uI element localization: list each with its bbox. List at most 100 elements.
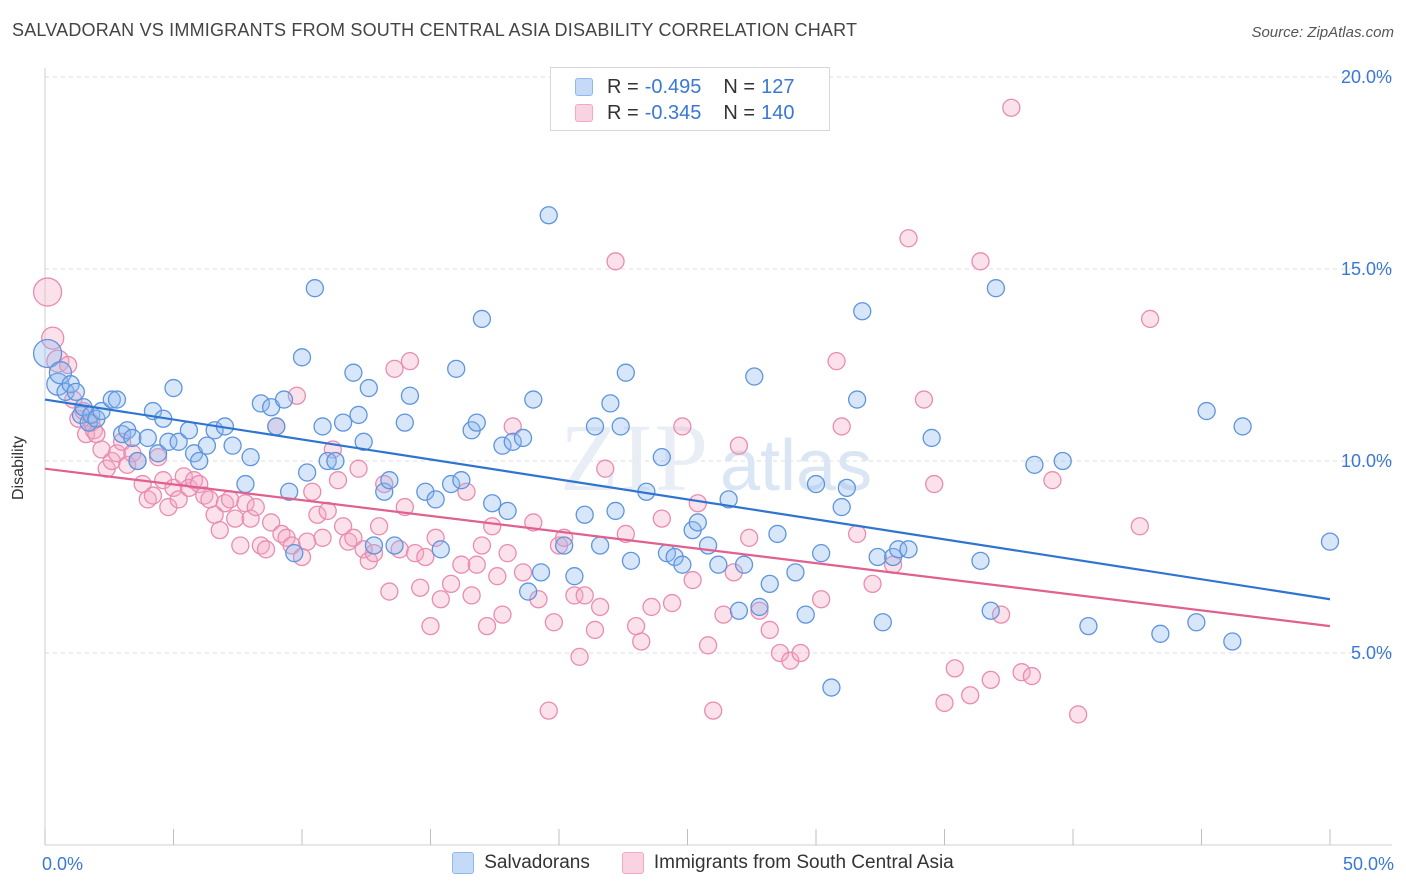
data-point xyxy=(431,540,450,559)
data-point xyxy=(734,555,754,574)
data-point xyxy=(220,490,240,509)
data-point xyxy=(822,678,841,697)
data-point xyxy=(745,367,764,386)
y-tick-label: 5.0% xyxy=(1351,643,1392,663)
data-point xyxy=(328,471,348,490)
data-point xyxy=(1187,613,1206,632)
data-point xyxy=(899,540,918,559)
legend-row-immigrants: R = -0.345 N = 140 xyxy=(575,101,794,125)
data-point xyxy=(863,574,882,594)
data-point xyxy=(102,390,121,409)
legend-item-immigrants[interactable]: Immigrants from South Central Asia xyxy=(621,852,954,874)
legend-swatch-pink xyxy=(621,852,644,874)
legend-swatch-blue xyxy=(452,852,475,874)
data-point xyxy=(935,693,954,713)
data-point xyxy=(467,555,486,574)
data-point xyxy=(1025,455,1044,474)
data-point xyxy=(472,536,492,555)
data-point xyxy=(241,448,260,467)
data-point xyxy=(961,686,980,705)
data-point xyxy=(169,432,188,451)
data-point xyxy=(179,421,199,440)
data-point xyxy=(513,428,533,448)
data-point xyxy=(791,643,810,663)
data-point xyxy=(1151,624,1170,643)
data-point xyxy=(148,444,168,463)
data-point xyxy=(1130,517,1149,536)
data-point xyxy=(493,605,512,624)
x-tick-label: 0.0% xyxy=(42,854,83,874)
data-point xyxy=(354,432,373,451)
data-point xyxy=(539,206,558,225)
data-point xyxy=(827,352,846,371)
data-point xyxy=(197,436,217,455)
data-point xyxy=(570,647,589,666)
y-axis-title: Disability xyxy=(10,435,27,500)
data-point xyxy=(704,701,723,720)
data-point xyxy=(683,570,702,590)
data-point xyxy=(305,279,325,298)
legend-n-label: N = xyxy=(723,101,756,124)
data-point xyxy=(395,413,414,432)
legend-r-label: R = xyxy=(607,101,639,124)
data-point xyxy=(210,520,229,540)
data-point xyxy=(285,544,304,563)
data-point xyxy=(138,428,157,448)
data-point xyxy=(673,417,692,436)
data-point xyxy=(665,547,684,567)
data-point xyxy=(385,536,404,555)
data-point xyxy=(539,701,558,720)
data-point xyxy=(806,474,826,494)
data-point xyxy=(945,659,964,678)
data-point xyxy=(200,490,219,509)
legend-item-salvadorans[interactable]: Salvadorans xyxy=(452,852,590,874)
data-point xyxy=(914,390,934,409)
data-point xyxy=(621,551,641,570)
series-salvadorans-points xyxy=(32,206,1340,697)
data-point xyxy=(513,563,533,582)
data-point xyxy=(359,378,378,398)
data-point xyxy=(223,436,242,455)
data-point xyxy=(811,590,831,609)
data-point xyxy=(303,482,322,501)
data-point xyxy=(1002,98,1021,117)
data-point xyxy=(452,555,471,574)
series-legend: Salvadorans Immigrants from South Centra… xyxy=(0,852,1406,874)
legend-n-value: 127 xyxy=(761,75,795,98)
data-point xyxy=(616,524,635,544)
data-point xyxy=(354,540,373,559)
data-point xyxy=(226,509,245,528)
data-point xyxy=(853,302,872,321)
data-point xyxy=(369,517,389,536)
data-point xyxy=(462,586,481,605)
data-point xyxy=(308,505,327,524)
legend-row-salvadorans: R = -0.495 N = 127 xyxy=(575,75,794,99)
data-point xyxy=(503,417,522,436)
data-point xyxy=(405,544,425,563)
data-point xyxy=(498,544,517,563)
data-point xyxy=(48,361,73,385)
data-point xyxy=(380,471,399,490)
data-point xyxy=(1320,532,1340,551)
data-point xyxy=(452,471,471,490)
data-point xyxy=(590,536,610,555)
data-point xyxy=(457,482,476,501)
data-point xyxy=(32,338,63,369)
data-point xyxy=(313,417,332,436)
data-point xyxy=(190,451,209,471)
chart-title: SALVADORAN VS IMMIGRANTS FROM SOUTH CENT… xyxy=(12,20,858,40)
legend-swatch-blue xyxy=(575,78,593,96)
data-point xyxy=(349,405,368,425)
data-point xyxy=(544,613,564,632)
legend-swatch-pink xyxy=(575,104,593,122)
data-point xyxy=(709,555,728,574)
data-point xyxy=(606,501,625,521)
data-point xyxy=(1140,309,1160,329)
legend-n-value: 140 xyxy=(761,101,795,124)
data-point xyxy=(565,567,584,586)
data-point xyxy=(714,605,733,624)
watermark-zip: ZIP xyxy=(560,404,710,511)
data-point xyxy=(447,359,466,378)
data-point xyxy=(590,597,610,617)
series-immigrants-points xyxy=(32,98,1160,724)
